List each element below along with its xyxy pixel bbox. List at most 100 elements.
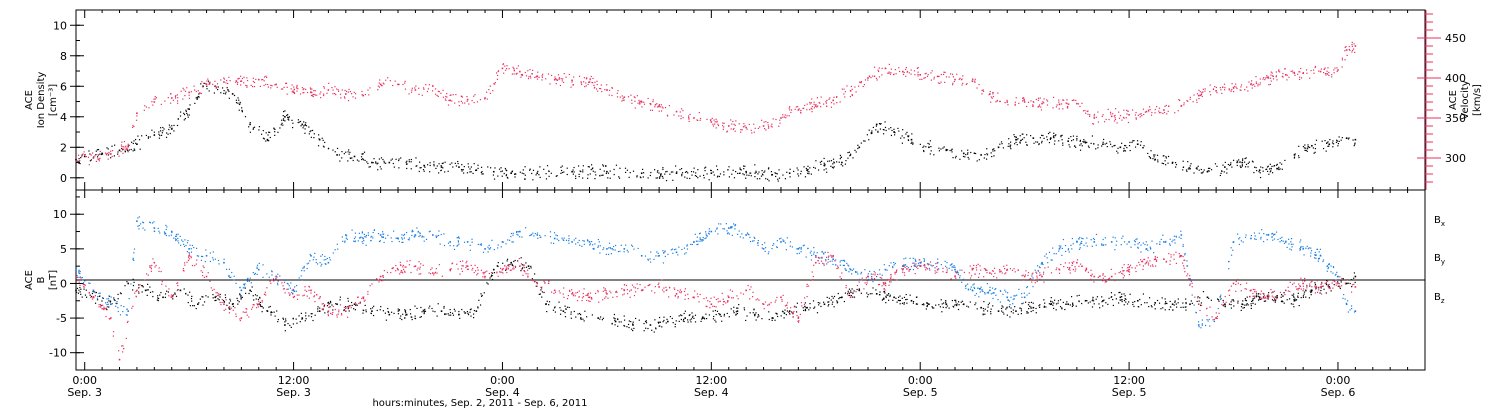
data-point-by [437, 234, 440, 237]
data-point-by [675, 248, 677, 250]
data-point-bx [1242, 307, 1244, 309]
data-point-velocity [1046, 100, 1049, 102]
data-point-velocity [666, 114, 669, 116]
data-point-bx [1272, 291, 1274, 293]
data-point-density [1182, 166, 1185, 168]
data-point-density [372, 162, 374, 164]
data-point-bx [926, 302, 928, 304]
data-point-bx [214, 296, 217, 299]
data-point-velocity [933, 76, 935, 78]
data-point-by [1271, 232, 1274, 235]
data-point-velocity [183, 89, 185, 91]
data-point-velocity [418, 93, 420, 95]
data-point-density [493, 178, 496, 180]
data-point-by [773, 243, 775, 245]
data-point-density [903, 137, 905, 139]
data-point-velocity [833, 96, 835, 98]
data-point-velocity [382, 82, 384, 84]
data-point-bx [284, 324, 286, 326]
data-point-velocity [587, 83, 589, 86]
data-point-density [287, 116, 289, 118]
data-point-bx [680, 314, 682, 316]
data-point-velocity [1027, 101, 1030, 103]
data-point-by [488, 244, 490, 246]
data-point-bx [1216, 298, 1219, 300]
data-point-density [870, 132, 872, 134]
data-point-by [1299, 241, 1301, 243]
data-point-velocity [1215, 86, 1217, 89]
data-point-velocity [1127, 121, 1130, 124]
data-point-density [168, 128, 170, 131]
data-point-by [749, 240, 752, 243]
data-point-by [1174, 239, 1176, 241]
data-point-by [479, 244, 481, 246]
data-point-by [346, 235, 348, 237]
data-point-density [1093, 143, 1095, 145]
data-point-by [1051, 259, 1053, 261]
data-point-velocity [991, 97, 993, 99]
data-point-velocity [1038, 104, 1041, 106]
data-point-by [358, 232, 360, 234]
data-point-by [1201, 319, 1204, 321]
data-point-by [247, 277, 249, 280]
data-point-velocity [843, 88, 845, 90]
data-point-density [114, 144, 116, 146]
data-point-by [1326, 270, 1328, 272]
data-point-by [593, 247, 595, 250]
data-point-velocity [910, 73, 912, 75]
data-point-velocity [411, 87, 413, 89]
data-point-density [1021, 133, 1023, 135]
data-point-bx [449, 311, 452, 314]
data-point-density [147, 137, 150, 139]
data-point-bx [781, 310, 784, 312]
data-point-density [284, 115, 286, 118]
data-point-velocity [589, 79, 591, 81]
data-point-by [701, 240, 703, 242]
data-point-density [942, 147, 944, 149]
data-point-velocity [136, 112, 138, 114]
data-point-density [1271, 165, 1273, 168]
data-point-velocity [1199, 91, 1201, 93]
data-point-bx [497, 265, 499, 267]
data-point-by [303, 270, 305, 272]
data-point-velocity [1232, 86, 1235, 89]
data-point-bx [310, 313, 312, 315]
data-point-bx [448, 314, 450, 316]
x-tick-label-date: Sep. 5 [1112, 386, 1147, 399]
data-point-bx [85, 296, 88, 298]
data-point-density [173, 124, 175, 127]
data-point-velocity [274, 84, 276, 86]
data-point-density [128, 149, 130, 151]
data-point-bx [644, 320, 647, 323]
data-point-density [733, 177, 736, 179]
data-point-bx [776, 315, 779, 318]
data-point-bx [703, 317, 705, 319]
data-point-velocity [131, 126, 134, 128]
data-point-bx [1091, 306, 1094, 308]
data-point-bx [359, 302, 361, 304]
data-point-by [516, 230, 518, 233]
data-point-density [640, 172, 643, 175]
data-point-by [954, 268, 956, 271]
data-point-density [605, 165, 607, 167]
data-point-density [777, 180, 779, 182]
data-point-bx [1081, 302, 1083, 305]
data-point-bx [775, 312, 777, 314]
data-point-velocity [474, 94, 476, 96]
data-point-density [870, 132, 872, 135]
data-point-density [304, 132, 306, 134]
data-point-bx [1257, 299, 1260, 301]
data-point-bx [1001, 310, 1003, 312]
data-point-density [1113, 145, 1115, 147]
data-point-bx [285, 318, 287, 320]
data-point-bx [1123, 304, 1125, 306]
data-point-by [193, 246, 195, 249]
data-point-velocity [631, 102, 633, 104]
data-point-density [291, 119, 293, 121]
data-point-velocity [740, 129, 742, 131]
data-point-density [1294, 153, 1296, 155]
data-point-velocity [1040, 106, 1042, 108]
data-point-velocity [229, 80, 231, 82]
data-point-density [378, 158, 381, 160]
data-point-velocity [631, 99, 633, 101]
